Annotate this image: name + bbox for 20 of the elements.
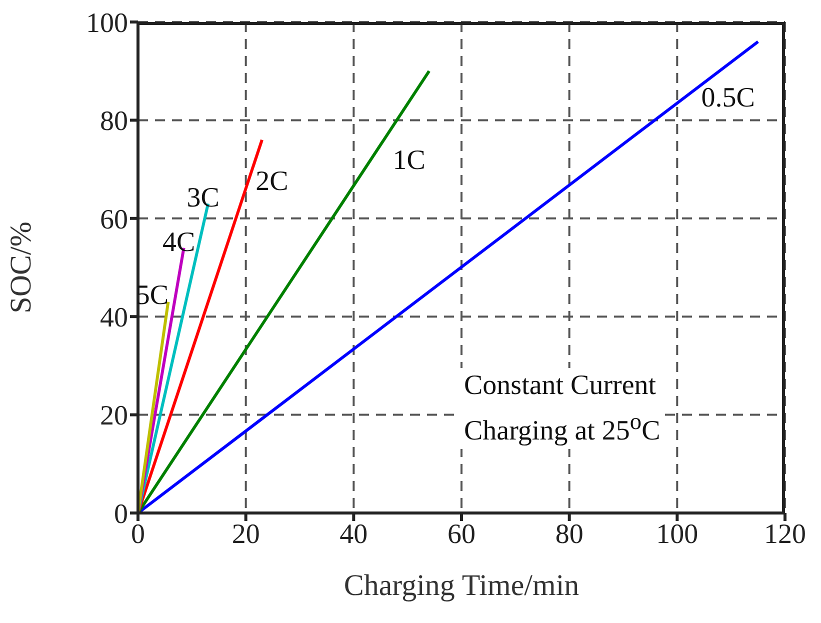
x-tick-label: 100	[656, 518, 698, 550]
x-axis-title: Charging Time/min	[344, 569, 580, 602]
x-tick-label: 120	[764, 518, 806, 550]
y-tick-label: 20	[100, 400, 128, 432]
x-tick-label: 60	[448, 518, 476, 550]
y-tick-label: 40	[100, 302, 128, 334]
x-tick-label: 40	[340, 518, 368, 550]
y-tick-label: 0	[114, 498, 128, 530]
series-label: 3C	[186, 182, 220, 214]
y-tick-label: 100	[86, 8, 128, 39]
y-tick-label: 60	[100, 204, 128, 236]
y-axis-title: SOC/%	[4, 222, 38, 314]
series-label: 4C	[162, 226, 196, 258]
series-label: 0.5C	[701, 82, 755, 114]
y-tick-label: 80	[100, 106, 128, 138]
series-label: 1C	[392, 145, 426, 176]
x-tick-label: 80	[555, 518, 584, 550]
series-label: 2C	[256, 166, 288, 197]
annotation: Constant Current Charging at 25$^{o}$C	[464, 369, 660, 448]
x-tick-label: 20	[232, 518, 260, 550]
